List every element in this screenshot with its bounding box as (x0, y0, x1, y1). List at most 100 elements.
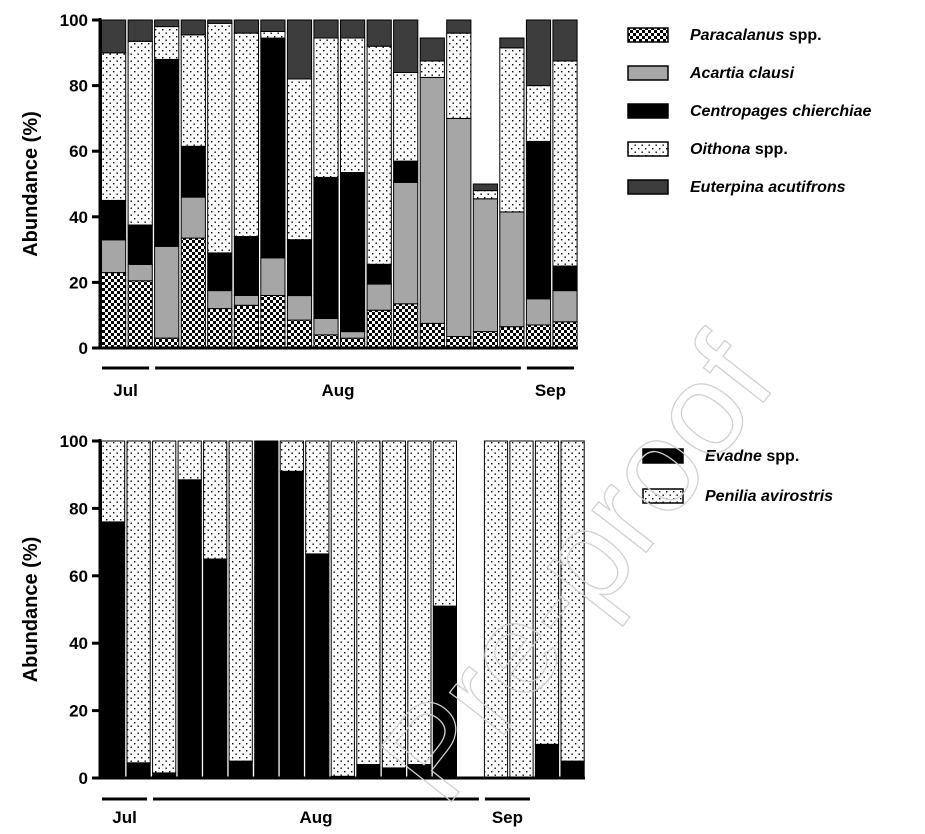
bar-segment (366, 45, 392, 265)
y-tick-label: 60 (69, 567, 88, 586)
legend-label: Centropages chierchiae (690, 103, 872, 120)
bar-segment (356, 764, 381, 779)
bar-segment (366, 283, 392, 311)
bar-segment (525, 19, 552, 87)
y-tick-label: 40 (69, 634, 88, 653)
bar-segment (381, 440, 406, 769)
y-tick-label: 100 (60, 11, 88, 30)
bar-segment (154, 58, 180, 247)
bar-segment (101, 272, 127, 349)
bar-segment (207, 308, 233, 349)
bar-segment (419, 37, 445, 62)
y-tick-label: 80 (69, 499, 88, 518)
bar-segment (313, 176, 339, 319)
bar-segment (127, 280, 153, 349)
legend-label: Euterpina acutifrons (690, 179, 846, 196)
bar-segment (419, 322, 445, 349)
bar-segment (525, 140, 552, 300)
bar-segment (534, 440, 560, 745)
bar-segment (393, 303, 419, 349)
bar-segment (260, 295, 286, 349)
bar-segment (393, 19, 419, 73)
y-tick-label: 0 (79, 769, 88, 788)
y-tick-label: 20 (69, 273, 88, 292)
bar-segment (525, 85, 552, 142)
bar-segment (340, 331, 366, 339)
bar-segment (286, 78, 313, 241)
month-label: Aug (299, 808, 332, 827)
bar-segment (419, 76, 445, 324)
bar-segment (446, 32, 472, 119)
legend-label: Paracalanus spp. (690, 27, 822, 44)
bar-segment (286, 239, 313, 297)
bar-segment (552, 321, 578, 349)
bar-segment (407, 440, 432, 765)
bar-segment (286, 295, 313, 321)
legend-label: Oithona spp. (690, 141, 788, 158)
bar-segment (286, 19, 313, 80)
bar-segment (254, 440, 279, 779)
month-label: Sep (535, 381, 566, 400)
bar-segment (472, 183, 498, 192)
bar-segment (472, 331, 498, 349)
bar-segment (446, 336, 472, 349)
bar-segment (127, 263, 153, 282)
bar-segment (356, 440, 381, 765)
bar-segment (203, 558, 228, 779)
bar-segment (330, 440, 355, 777)
bar-segment (499, 211, 525, 328)
legend-swatch (627, 65, 669, 81)
bar-segment (393, 181, 419, 305)
bar-segment (313, 334, 339, 349)
bar-segment (560, 440, 585, 762)
bar-segment (432, 440, 457, 607)
y-tick-label: 60 (69, 142, 88, 161)
bar-segment (446, 117, 472, 338)
bar-segment (279, 470, 304, 779)
legend-swatch (627, 103, 669, 119)
bar-segment (340, 172, 366, 333)
bar-segment (260, 37, 286, 259)
y-tick-label: 0 (79, 339, 88, 358)
bar-segment (180, 237, 206, 349)
bar-segment (101, 239, 127, 274)
bar-segment (446, 19, 472, 34)
bar-segment (233, 19, 260, 34)
bar-segment (366, 309, 392, 349)
month-label: Jul (113, 381, 138, 400)
month-label: Jul (112, 808, 137, 827)
legend-label: Evadne spp. (705, 448, 799, 465)
bar-segment (127, 40, 153, 226)
y-axis-label: Abundance (%) (20, 111, 42, 257)
bar-segment (101, 440, 126, 523)
bar-segment (207, 252, 233, 292)
bar-segment (154, 19, 180, 28)
bar-segment (472, 190, 498, 200)
bar-segment (127, 19, 153, 42)
bars (101, 19, 578, 349)
bar-segment (313, 318, 339, 336)
bar-segment (101, 19, 127, 54)
bar-segment (207, 19, 233, 24)
y-tick-label: 80 (69, 77, 88, 96)
bar-segment (101, 199, 127, 241)
legend-swatch (642, 448, 684, 464)
bar-segment (366, 263, 392, 285)
bar-segment (393, 160, 419, 183)
bar-segment (313, 19, 339, 39)
copepod-abundance-chart: 0 20 40 60 80 100 Abundance (%) Jul Aug Sep Paraca… (20, 11, 872, 400)
bar-segment (534, 743, 560, 779)
legend-swatch (627, 27, 669, 43)
bar-segment (525, 324, 552, 349)
bar-segment (499, 47, 525, 213)
bar-segment (260, 19, 286, 32)
y-tick-label: 40 (69, 208, 88, 227)
bar-segment (525, 298, 552, 326)
bar-segment (233, 32, 260, 237)
bar-segment (228, 760, 253, 779)
bar-segment (180, 19, 206, 36)
bar-segment (233, 295, 260, 306)
bar-segment (228, 440, 253, 762)
bar-segment (180, 145, 206, 198)
bar-segment (560, 760, 585, 779)
